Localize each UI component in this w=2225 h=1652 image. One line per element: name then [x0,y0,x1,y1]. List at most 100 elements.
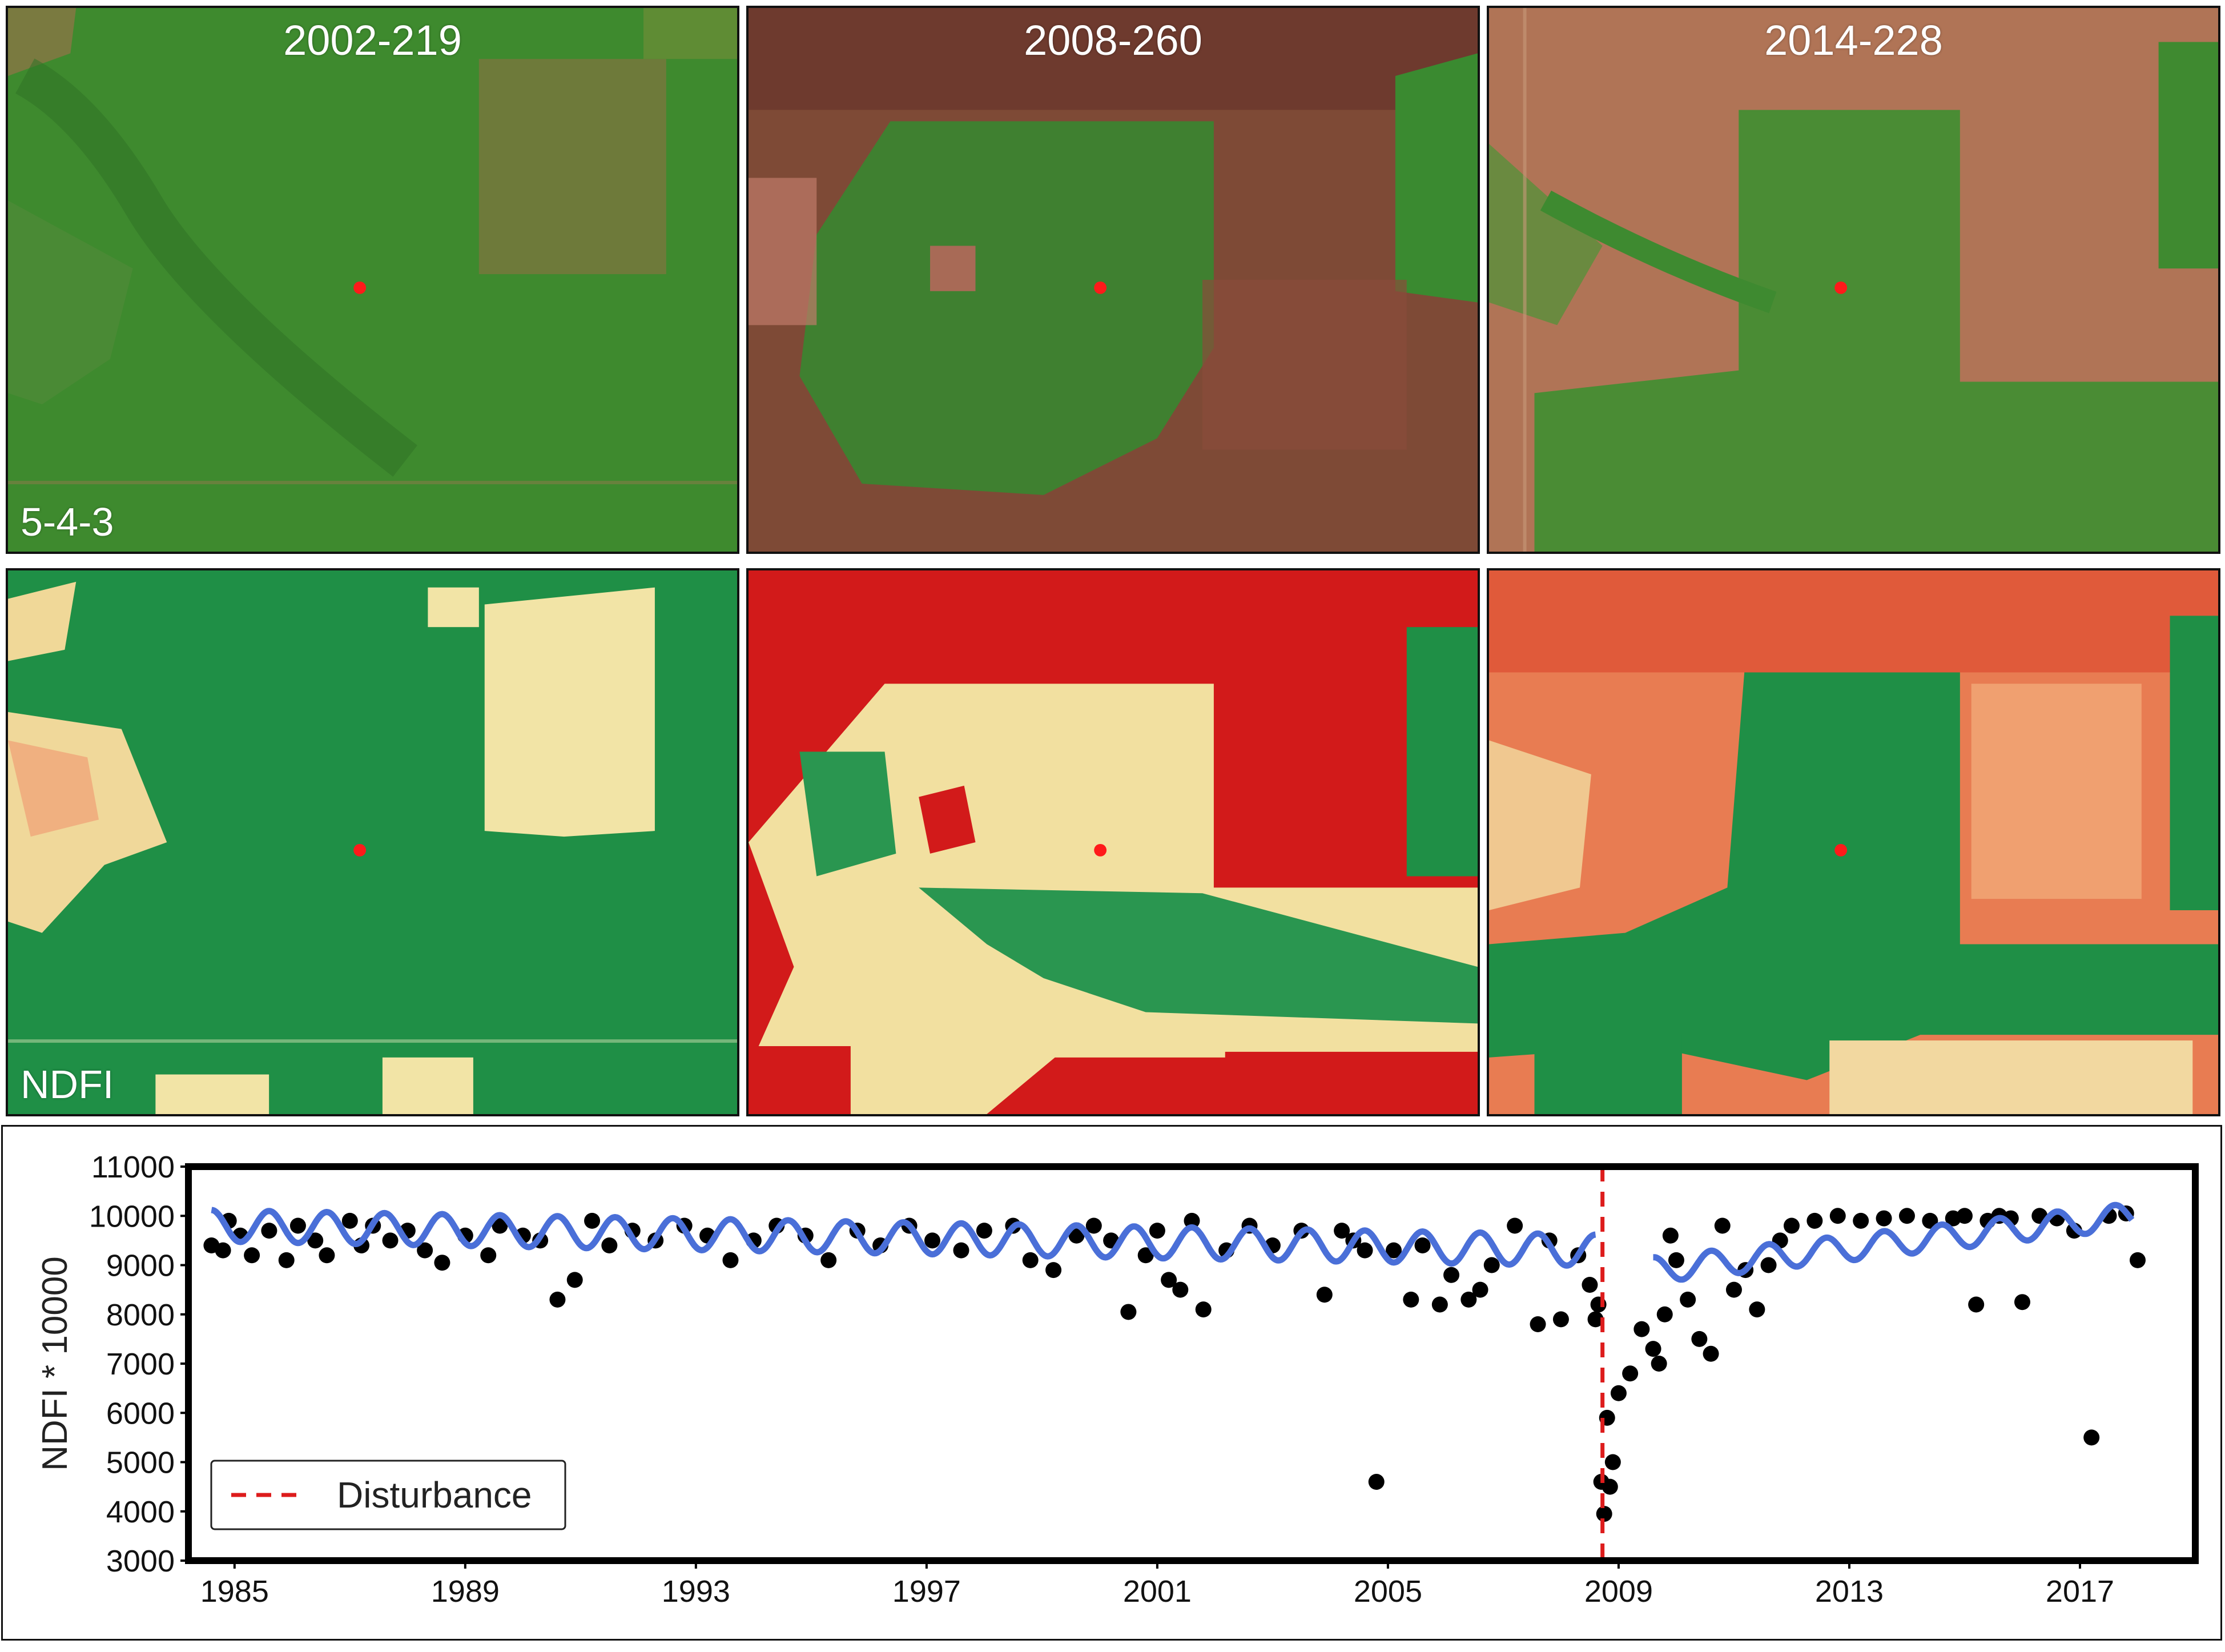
observation-point [1587,1311,1604,1328]
x-tick-label: 2013 [1815,1574,1884,1609]
observation-point [953,1242,969,1259]
observation-point [549,1291,566,1308]
plot-area-border [185,1163,2199,1564]
observation-point [1161,1272,1177,1288]
satellite-image-543-2014 [1489,8,2218,552]
observation-point [2129,1252,2146,1268]
observation-point [244,1247,260,1264]
observation-point [1022,1252,1039,1268]
panel-ndfi-2008 [746,568,1480,1116]
observation-point [1195,1301,1212,1318]
observation-point [1829,1208,1846,1224]
observation-point [1552,1311,1569,1328]
legend: Disturbance [210,1460,566,1530]
observation-point [1530,1316,1546,1332]
observation-point [1783,1217,1800,1234]
y-tick-label: 10000 [89,1199,175,1233]
observation-point [1806,1212,1823,1229]
observation-point [1582,1277,1598,1293]
satellite-image-543-2008 [749,8,1478,552]
observation-point [1853,1212,1869,1229]
y-axis-label: NDFI * 10000 [35,1256,75,1471]
ndfi-map-2008 [749,570,1478,1114]
panel-ndfi-2002: NDFI [6,568,739,1116]
observation-point [1760,1257,1777,1273]
observation-point [1368,1474,1385,1490]
sample-pixel-marker [1094,281,1107,294]
observation-point [722,1252,739,1268]
observation-point [976,1223,992,1239]
y-tick-label: 8000 [106,1298,175,1332]
x-tick-label: 2001 [1123,1574,1192,1609]
observation-point [820,1252,837,1268]
legend-label-disturbance: Disturbance [337,1474,532,1516]
observation-point [1431,1296,1448,1313]
observation-point [307,1232,324,1249]
observation-point [1120,1304,1137,1320]
observation-point [2083,1429,2100,1446]
observation-point [584,1212,601,1229]
observation-point [1645,1341,1661,1357]
observation-point [1334,1223,1350,1239]
ndfi-map-2014 [1489,570,2218,1114]
observation-point [1386,1242,1402,1259]
observation-point [289,1217,306,1234]
observation-point [1184,1212,1200,1229]
observation-point [2014,1294,2030,1311]
x-tick-label: 1989 [431,1574,500,1609]
observation-point [1610,1385,1627,1401]
chart-canvas: 3000 4000 5000 6000 7000 8000 9000 10000 11000 1… [35,1150,2199,1609]
observation-point [417,1242,433,1259]
observation-point [1662,1227,1679,1244]
observation-point [1656,1306,1673,1323]
y-tick-label: 6000 [106,1396,175,1430]
x-tick-label: 2017 [2046,1574,2114,1609]
observation-point [1085,1217,1102,1234]
observation-point [480,1247,497,1264]
y-tick-label: 4000 [106,1495,175,1529]
y-tick-label: 3000 [106,1544,175,1578]
observation-point [1725,1281,1742,1298]
sample-pixel-marker [1094,843,1107,857]
observation-point [1414,1237,1431,1253]
panel-title: 2008-260 [1024,17,1202,64]
observation-point [1691,1331,1708,1347]
sample-pixel-marker [1834,281,1848,294]
observation-point [1622,1365,1639,1382]
observation-point [1602,1478,1618,1495]
observation-point [1749,1301,1765,1318]
observation-point [492,1217,508,1234]
harmonic-fit-line [210,1207,1598,1269]
observation-point [215,1242,231,1259]
observation-point [1507,1217,1523,1234]
observation-point [1068,1227,1085,1244]
observation-point [1898,1208,1915,1224]
observation-point [434,1255,450,1271]
observation-point [1443,1267,1460,1283]
observation-point [1668,1252,1684,1268]
sample-pixel-marker [353,281,367,294]
y-tick-label: 5000 [106,1446,175,1480]
panel-543-2008: 2008-260 [746,6,1480,554]
observation-point [278,1252,295,1268]
observation-point [1876,1210,1892,1227]
x-tick-label: 2005 [1354,1574,1422,1609]
observation-point [601,1237,618,1253]
ndfi-map-2002 [8,570,737,1114]
x-tick-label: 1985 [200,1574,269,1609]
observation-point [1956,1208,1973,1224]
sample-pixel-marker [353,843,367,857]
y-tick-label: 11000 [91,1150,175,1184]
observation-point [1149,1223,1165,1239]
satellite-image-543-2002 [8,8,737,552]
observation-point [1403,1291,1419,1308]
observation-point [1651,1356,1667,1372]
observation-point [319,1247,335,1264]
observation-point [1922,1212,1938,1229]
legend-box [210,1460,566,1530]
observation-point [261,1223,277,1239]
panel-543-2014: 2014-228 [1487,6,2220,554]
row-label-ndfi: NDFI [21,1062,114,1107]
time-series-chart: 3000 4000 5000 6000 7000 8000 9000 10000 11000 1… [1,1125,2222,1641]
panel-title: 2002-219 [283,17,462,64]
